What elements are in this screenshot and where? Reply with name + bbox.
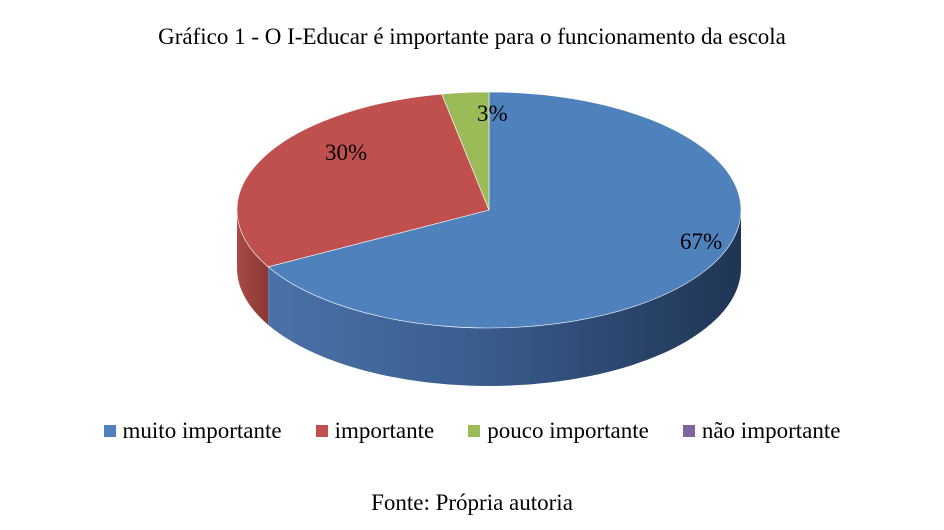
pie-slice-importante <box>236 93 490 268</box>
chart-legend: muito importante importante pouco import… <box>0 418 944 444</box>
legend-label: pouco importante <box>487 418 649 443</box>
pie-chart: 67% 30% 3% <box>236 91 742 386</box>
legend-item-muito-importante: muito importante <box>103 418 282 444</box>
legend-item-importante: importante <box>315 418 435 444</box>
legend-swatch <box>468 425 481 437</box>
legend-item-nao-importante: não importante <box>682 418 841 444</box>
legend-item-pouco-importante: pouco importante <box>468 418 649 444</box>
data-label-pouco-importante: 3% <box>477 101 508 126</box>
pie-slice-muito-importante <box>267 91 742 329</box>
data-label-importante: 30% <box>325 140 367 165</box>
pie-slice-pouco-importante <box>441 91 490 211</box>
legend-label: importante <box>334 418 435 443</box>
chart-title: Gráfico 1 - O I-Educar é importante para… <box>158 24 786 49</box>
legend-label: não importante <box>701 418 841 443</box>
legend-swatch <box>315 425 328 437</box>
legend-swatch <box>682 425 695 437</box>
pie-side-muito-importante <box>268 210 741 386</box>
data-label-muito-importante: 67% <box>680 229 722 254</box>
legend-swatch <box>103 425 116 437</box>
chart-source: Fonte: Própria autoria <box>371 490 573 515</box>
pie-side-importante <box>237 210 269 325</box>
legend-label: muito importante <box>122 418 282 443</box>
